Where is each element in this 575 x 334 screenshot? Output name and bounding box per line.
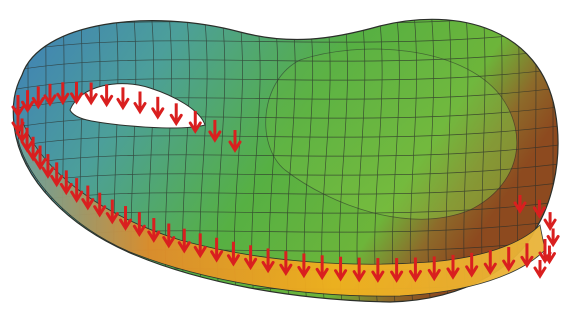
red-arrow-glyph <box>33 145 47 171</box>
red-arrow-glyph <box>41 154 55 179</box>
mesh-line <box>0 314 575 334</box>
red-arrow-glyph <box>105 199 119 225</box>
red-arrow-glyph <box>390 258 404 283</box>
red-arrow-glyph <box>352 257 366 283</box>
red-arrow-glyph <box>162 223 176 249</box>
mesh-line <box>13 47 559 74</box>
red-arrow-glyph <box>133 91 147 115</box>
red-arrow-glyph <box>147 218 161 243</box>
red-arrow-glyph <box>132 212 146 238</box>
red-arrow-glyph <box>59 170 73 196</box>
red-arrow-glyph <box>100 84 114 108</box>
red-arrow-glyph <box>70 178 84 203</box>
mesh-line <box>13 142 559 169</box>
mesh-line <box>13 294 559 302</box>
red-arrow-glyph <box>50 162 64 188</box>
red-arrow-glyph <box>546 228 560 248</box>
red-arrow-glyph <box>193 233 207 259</box>
red-arrow-glyph <box>81 185 95 211</box>
red-arrow-glyph <box>465 252 479 278</box>
red-arrow-glyph <box>279 251 293 276</box>
mesh-line <box>13 19 15 302</box>
red-arrow-glyph <box>26 136 40 162</box>
red-arrow-glyph <box>21 90 35 114</box>
mesh-line <box>268 19 279 302</box>
red-arrow-glyph <box>210 237 224 263</box>
red-arrow-glyph <box>84 82 98 106</box>
mesh-line <box>13 85 559 112</box>
red-arrow-glyph <box>483 250 497 276</box>
red-arrow-glyph <box>228 130 242 153</box>
mesh-line <box>13 28 559 55</box>
red-arrow-glyph <box>43 83 57 107</box>
red-arrow-glyph <box>169 103 183 127</box>
red-arrow-glyph <box>408 257 422 283</box>
red-arrow-glyph <box>119 206 133 231</box>
red-arrow-glyph <box>446 254 460 280</box>
red-arrow-glyph <box>533 260 547 279</box>
red-arrow-glyph <box>513 195 527 214</box>
red-arrow-glyph <box>427 256 441 282</box>
red-arrow-glyph <box>93 192 107 218</box>
red-arrow-glyph <box>208 119 222 143</box>
red-arrow-glyph <box>261 248 275 274</box>
red-arrow-glyph <box>542 245 556 265</box>
red-arrow-glyph <box>532 199 546 219</box>
red-arrow-glyph <box>177 228 191 254</box>
red-arrow-glyph <box>297 253 311 279</box>
vector-field-arrows <box>11 81 560 283</box>
red-arrow-glyph <box>502 247 516 272</box>
red-arrow-glyph <box>520 243 534 269</box>
red-arrow-glyph <box>151 96 165 120</box>
red-arrow-glyph <box>56 82 70 106</box>
red-arrow-glyph <box>315 255 329 281</box>
mesh-line <box>13 123 559 150</box>
red-arrow-glyph <box>69 81 83 105</box>
red-arrow-glyph <box>371 258 385 283</box>
red-arrow-glyph <box>116 87 130 111</box>
mesh-line <box>13 104 559 131</box>
mesh-line <box>570 0 574 334</box>
mesh-line <box>13 66 559 93</box>
red-arrow-glyph <box>188 111 202 134</box>
red-arrow-glyph <box>543 212 557 231</box>
red-arrow-glyph <box>244 245 258 271</box>
red-arrow-glyph <box>334 256 348 282</box>
red-arrow-glyph <box>31 86 45 110</box>
red-arrow-glyph <box>226 241 240 267</box>
